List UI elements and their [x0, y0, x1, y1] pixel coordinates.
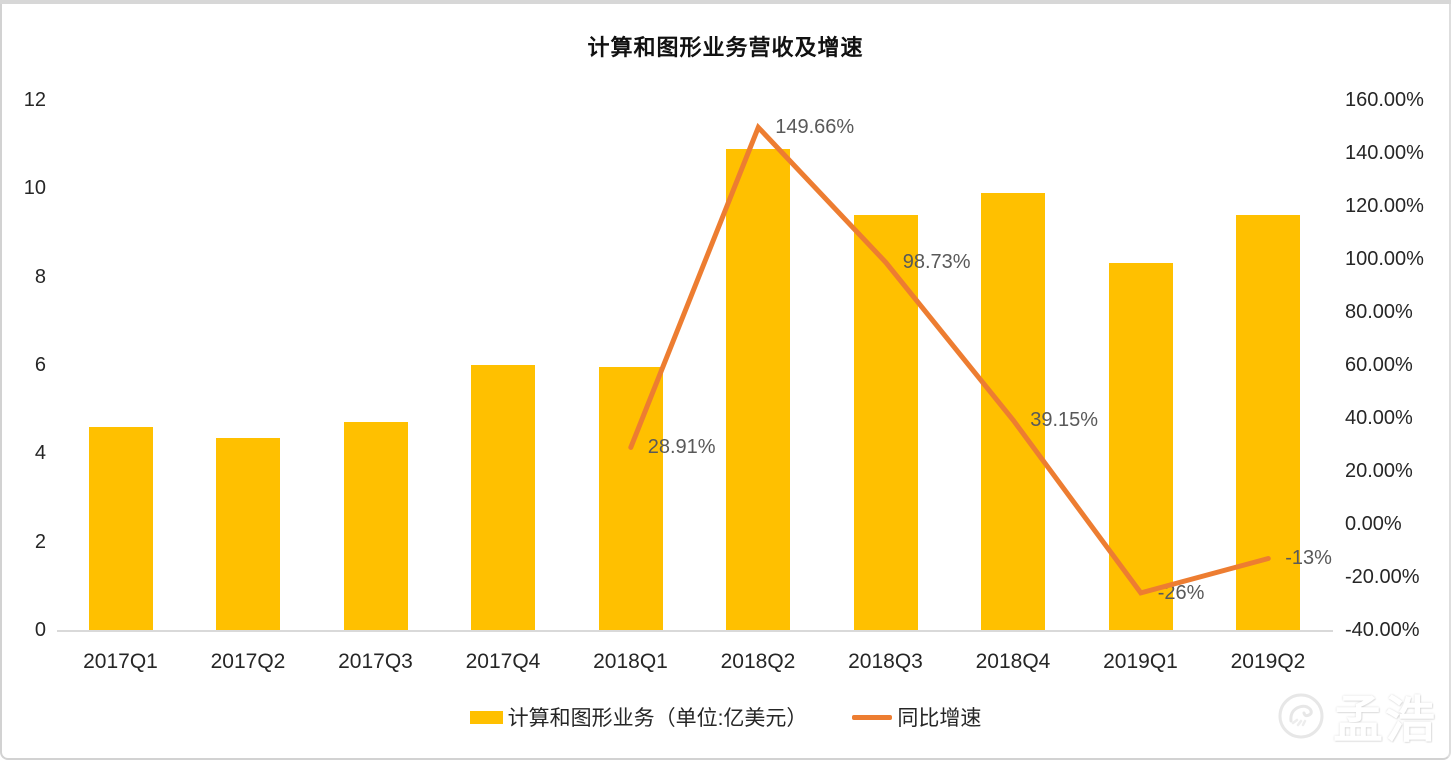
revenue-bar [471, 365, 536, 630]
x-axis-label: 2017Q2 [210, 650, 286, 673]
revenue-bar [1108, 263, 1173, 630]
right-axis-tick: 100.00% [1345, 248, 1424, 270]
left-axis-tick: 4 [34, 442, 46, 465]
x-axis-label: 2018Q3 [848, 650, 923, 673]
x-axis-label: 2018Q4 [975, 650, 1051, 673]
right-axis-tick: 120.00% [1345, 195, 1424, 217]
right-axis-tick: 0.00% [1345, 513, 1402, 535]
x-axis-label: 2017Q3 [338, 650, 413, 673]
legend-item-revenue[interactable]: 计算和图形业务（单位:亿美元） [469, 702, 808, 732]
x-axis-label: 2019Q1 [1103, 650, 1178, 673]
growth-point-label: -26% [1157, 581, 1205, 604]
right-axis-tick: 80.00% [1345, 301, 1413, 323]
revenue-bar [853, 214, 918, 630]
revenue-bar [598, 367, 663, 630]
legend-item-growth[interactable]: 同比增速 [852, 702, 981, 732]
right-axis-tick: 20.00% [1345, 460, 1413, 482]
left-axis-tick: 2 [34, 530, 46, 553]
x-axis-line [57, 630, 1333, 632]
hand-gesture-logo-icon [1278, 693, 1324, 739]
x-axis-label: 2019Q2 [1230, 650, 1306, 673]
revenue-bar [726, 148, 791, 630]
revenue-bar [88, 426, 153, 630]
left-axis-tick: 8 [34, 265, 46, 288]
legend-label-revenue: 计算和图形业务（单位:亿美元） [507, 707, 808, 730]
right-axis-tick: 160.00% [1345, 89, 1424, 111]
right-axis-tick: 60.00% [1345, 354, 1413, 376]
left-axis-tick: 6 [34, 354, 46, 376]
revenue-bar [343, 422, 408, 630]
growth-point-label: -13% [1285, 547, 1332, 570]
watermark: 孟浩 [1277, 680, 1437, 752]
growth-point-label: 39.15% [1030, 409, 1099, 432]
x-axis-label: 2018Q2 [720, 650, 796, 673]
x-axis-label: 2017Q4 [465, 650, 541, 673]
right-axis-tick: -40.00% [1345, 619, 1420, 641]
window-top-edge [0, 0, 1451, 4]
right-axis-tick: -20.00% [1345, 566, 1420, 588]
growth-point-label: 149.66% [775, 116, 855, 139]
growth-point-label: 98.73% [902, 251, 971, 274]
line-series-swatch-icon [852, 714, 893, 720]
right-axis-tick: 140.00% [1345, 142, 1424, 164]
left-axis-tick: 0 [34, 619, 46, 641]
x-axis-label: 2017Q1 [83, 650, 158, 673]
revenue-bar [216, 437, 281, 630]
left-axis-tick: 12 [23, 89, 46, 111]
growth-point-label: 28.91% [647, 436, 716, 459]
left-axis-tick: 10 [23, 177, 46, 200]
legend-label-growth: 同比增速 [897, 707, 982, 730]
chart-title: 计算和图形业务营收及增速 [587, 35, 864, 60]
right-axis-tick: 40.00% [1345, 407, 1413, 429]
watermark-text: 孟浩 [1333, 692, 1437, 748]
legend: 计算和图形业务（单位:亿美元） 同比增速 [0, 702, 1451, 732]
bar-series-swatch-icon [469, 710, 503, 724]
x-axis-label: 2018Q1 [593, 650, 668, 673]
